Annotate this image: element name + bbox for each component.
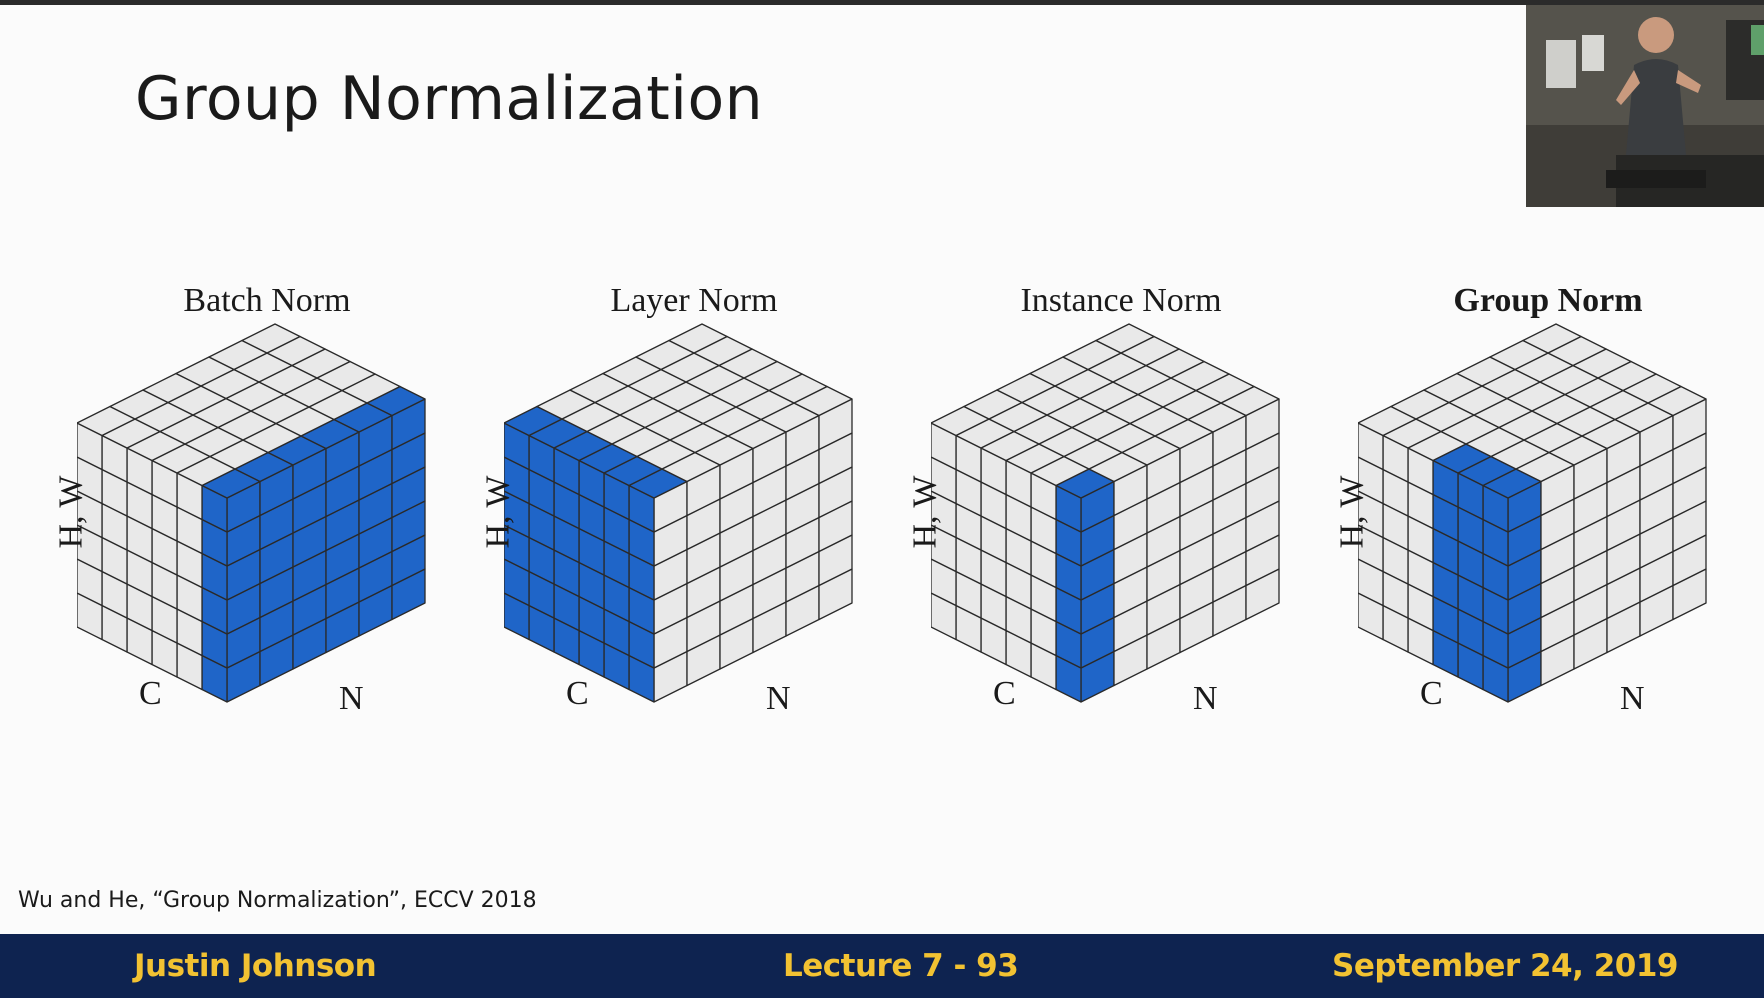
cube-cell — [77, 558, 103, 607]
instance-norm-title: Instance Norm — [1020, 282, 1222, 319]
batch-norm-panel: Batch Norm H, W C N — [53, 282, 457, 732]
cube-cell — [241, 323, 301, 354]
slide-title: Group Normalization — [135, 64, 764, 134]
cube-cell — [77, 592, 103, 641]
cube-cell — [931, 422, 957, 471]
n-axis-label: N — [766, 680, 791, 717]
layer-norm-title: Layer Norm — [610, 282, 778, 319]
cube-cell — [77, 524, 103, 573]
hw-axis-label: H, W — [906, 475, 944, 549]
cube-cell — [504, 456, 530, 505]
presenter-video-icon — [1526, 5, 1764, 207]
cube-cell — [1358, 558, 1384, 607]
cube-cell — [1358, 592, 1384, 641]
cube-cell — [1522, 323, 1582, 354]
cube-cell — [1358, 490, 1384, 539]
cube-cell — [504, 558, 530, 607]
cube-cell — [931, 490, 957, 539]
hw-axis-label: H, W — [52, 475, 90, 549]
footer-bar: Justin Johnson Lecture 7 - 93 September … — [0, 934, 1764, 998]
instance-norm-cube — [931, 323, 1280, 703]
cube-cell — [504, 490, 530, 539]
cube-cell — [77, 422, 103, 471]
cube-cell — [931, 456, 957, 505]
cube-cell — [1358, 524, 1384, 573]
layer-norm-panel: Layer Norm H, W C N — [480, 282, 884, 732]
hw-axis-label: H, W — [479, 475, 517, 549]
cube-cell — [931, 524, 957, 573]
instance-norm-panel: Instance Norm H, W C N — [907, 282, 1311, 732]
layer-norm-cube — [504, 323, 853, 703]
c-axis-label: C — [566, 675, 589, 712]
footer-date: September 24, 2019 — [1332, 948, 1678, 984]
cube-cell — [504, 592, 530, 641]
group-norm-cube — [1358, 323, 1707, 703]
c-axis-label: C — [139, 675, 162, 712]
footer-author: Justin Johnson — [134, 948, 377, 984]
footer-lecture: Lecture 7 - 93 — [783, 948, 1019, 984]
n-axis-label: N — [1193, 680, 1218, 717]
cube-cell — [668, 323, 728, 354]
cube-cell — [77, 456, 103, 505]
cube-cell — [1095, 323, 1155, 354]
top-border — [0, 0, 1764, 5]
cube-cell — [931, 592, 957, 641]
c-axis-label: C — [993, 675, 1016, 712]
group-norm-panel: Group Norm H, W C N — [1334, 282, 1738, 732]
batch-norm-cube — [77, 323, 426, 703]
hw-axis-label: H, W — [1333, 475, 1371, 549]
cube-cell — [1358, 456, 1384, 505]
n-axis-label: N — [1620, 680, 1645, 717]
cube-cell — [931, 558, 957, 607]
cube-cell — [504, 422, 530, 471]
cube-cell — [504, 524, 530, 573]
cube-cell — [77, 490, 103, 539]
cube-cell — [1358, 422, 1384, 471]
citation: Wu and He, “Group Normalization”, ECCV 2… — [18, 888, 537, 913]
n-axis-label: N — [339, 680, 364, 717]
batch-norm-title: Batch Norm — [183, 282, 351, 319]
presenter-video — [1526, 5, 1764, 207]
c-axis-label: C — [1420, 675, 1443, 712]
group-norm-title: Group Norm — [1453, 282, 1643, 319]
